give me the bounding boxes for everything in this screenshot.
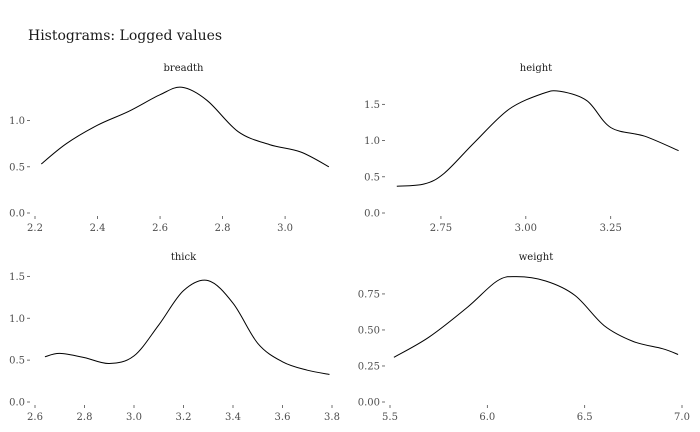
- y-tick-label: 1.0: [9, 116, 25, 127]
- x-tick-label: 6.5: [577, 412, 593, 423]
- x-tick-label: 2.75: [430, 223, 452, 234]
- x-tick-label: 2.8: [215, 223, 231, 234]
- y-tick-label: 0.0: [364, 209, 380, 220]
- x-tick-label: 2.6: [152, 223, 168, 234]
- x-tick-label: 5.5: [382, 412, 398, 423]
- density-line-thick: [44, 279, 330, 375]
- panel-title-breadth: breadth: [164, 63, 204, 74]
- panel-title-weight: weight: [519, 252, 554, 263]
- x-tick-label: 2.8: [77, 412, 93, 423]
- density-line-height: [396, 90, 679, 187]
- density-line-weight: [393, 276, 679, 358]
- panel-title-thick: thick: [171, 252, 197, 263]
- x-tick-label: 7.0: [674, 412, 690, 423]
- y-tick-label: 1.5: [364, 100, 380, 111]
- panel-title-height: height: [520, 63, 552, 74]
- y-tick-label: 0.5: [9, 162, 25, 173]
- x-tick-label: 2.2: [27, 223, 43, 234]
- x-tick-label: 3.6: [275, 412, 291, 423]
- y-tick-label: 0.25: [358, 361, 380, 372]
- y-tick-label: 0.0: [9, 209, 25, 220]
- y-tick-label: 1.0: [9, 314, 25, 325]
- x-tick-label: 3.0: [126, 412, 142, 423]
- density-line-breadth: [40, 86, 330, 168]
- chart-title: Histograms: Logged values: [28, 28, 223, 44]
- x-tick-label: 3.8: [324, 412, 340, 423]
- x-tick-label: 3.0: [277, 223, 293, 234]
- y-tick-label: 0.5: [9, 356, 25, 367]
- x-tick-label: 3.00: [515, 223, 537, 234]
- x-tick-label: 3.4: [225, 412, 241, 423]
- x-tick-label: 2.6: [27, 412, 43, 423]
- x-tick-label: 6.0: [479, 412, 495, 423]
- y-tick-label: 0.5: [364, 172, 380, 183]
- y-tick-label: 0.00: [358, 398, 380, 409]
- x-tick-label: 3.2: [176, 412, 192, 423]
- x-tick-label: 3.25: [600, 223, 622, 234]
- y-tick-label: 1.0: [364, 136, 380, 147]
- y-tick-label: 1.5: [9, 272, 25, 283]
- y-tick-label: 0.0: [9, 398, 25, 409]
- y-tick-label: 0.75: [358, 289, 380, 300]
- y-tick-label: 0.50: [358, 325, 380, 336]
- x-tick-label: 2.4: [90, 223, 106, 234]
